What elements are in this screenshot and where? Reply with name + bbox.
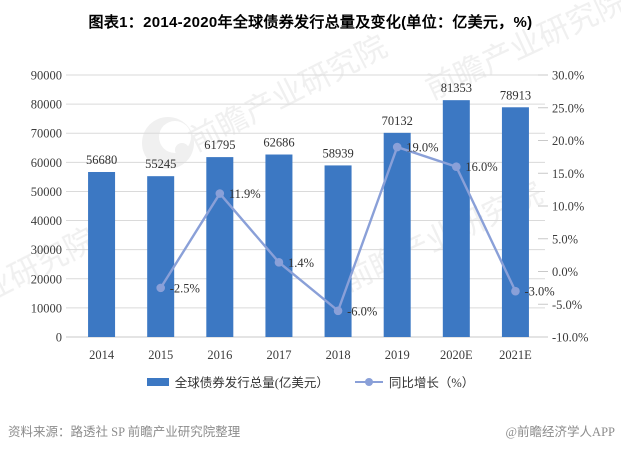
bar-2020E [442,100,470,337]
bar-value-label: 61795 [204,138,235,152]
bar-value-label: 55245 [145,157,176,171]
right-axis-tick-label: 10.0% [552,200,584,214]
left-axis-tick-label: 10000 [31,301,62,315]
brand-note: @前瞻经济学人APP [505,425,615,439]
x-axis-label: 2018 [326,348,351,362]
left-axis-tick-label: 20000 [31,272,62,286]
line-value-label: 1.4% [288,256,314,270]
line-marker-2017 [274,258,284,267]
legend-line-marker-icon [364,377,373,386]
right-axis-tick-label: 30.0% [552,69,584,83]
legend-bar-swatch [146,377,169,386]
legend-item-yoy-growth: 同比增长（%） [354,372,475,391]
right-axis-tick-label: 0.0% [552,265,578,279]
chart-title: 图表1：2014-2020年全球债券发行总量及变化(单位：亿美元，%) [88,14,533,31]
right-axis-tick-label: 20.0% [552,134,584,148]
bar-value-label: 81353 [441,81,472,95]
line-marker-2016 [215,189,225,198]
line-value-label: -2.5% [170,281,200,295]
bar-2016 [206,157,234,337]
line-value-label: 19.0% [406,141,438,155]
bar-2017 [265,154,293,337]
legend-label: 同比增长（%） [388,376,475,390]
left-axis-tick-label: 30000 [31,243,62,257]
bar-2019 [383,132,411,337]
x-axis-label: 2021E [499,348,532,362]
line-marker-2019 [392,142,402,152]
left-axis-tick-label: 60000 [31,156,62,170]
left-axis-tick-label: 90000 [31,69,62,83]
bar-value-label: 58939 [322,146,353,160]
bar-2015 [147,176,175,337]
right-axis-tick-label: -10.0% [552,331,588,345]
right-axis-tick-label: 25.0% [552,101,584,115]
right-axis-tick-label: 15.0% [552,167,584,181]
left-axis-tick-label: 80000 [31,98,62,112]
line-marker-2015 [156,283,165,293]
left-axis-tick-label: 40000 [31,214,62,228]
right-axis-tick-label: 5.0% [552,232,578,246]
bar-value-label: 78913 [500,88,531,102]
x-axis-label: 2015 [148,348,173,362]
x-axis-label: 2019 [385,348,410,362]
line-value-label: 16.0% [465,160,497,174]
source-note: 资料来源：路透社 SP 前瞻产业研究院整理 [8,425,241,439]
bar-2014 [88,171,116,337]
line-value-label: -6.0% [347,304,377,318]
line-marker-2021E [511,286,520,296]
x-axis-label: 2014 [89,348,115,362]
x-axis-label: 2016 [207,348,232,362]
bar-2021E [501,107,529,338]
bar-value-label: 56680 [86,153,117,167]
legend-item-total-issuance: 全球债券发行总量(亿美元） [146,372,329,391]
legend-line-swatch [354,377,383,386]
legend-label: 全球债券发行总量(亿美元） [174,376,329,390]
bar-value-label: 70132 [382,114,413,128]
right-axis-tick-label: -5.0% [552,298,582,312]
watermark-logo [142,117,194,169]
bar-value-label: 62686 [263,136,294,150]
footer: 资料来源：路透社 SP 前瞻产业研究院整理 @前瞻经济学人APP [8,421,615,440]
left-axis-tick-label: 0 [56,331,62,345]
legend: 全球债券发行总量(亿美元） 同比增长（%） [0,372,621,391]
line-value-label: -3.0% [524,285,554,299]
left-axis-tick-label: 70000 [31,127,62,141]
line-marker-2018 [333,306,343,316]
x-axis-label: 2017 [266,348,291,362]
x-axis-label: 2020E [440,348,473,362]
left-axis-tick-label: 50000 [31,185,62,199]
line-marker-2020E [452,162,461,171]
line-value-label: 11.9% [229,187,261,201]
